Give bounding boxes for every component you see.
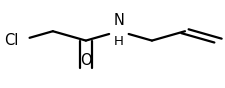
Text: H: H bbox=[113, 35, 123, 48]
Text: O: O bbox=[80, 53, 91, 68]
Text: Cl: Cl bbox=[4, 33, 19, 48]
Text: N: N bbox=[113, 13, 124, 28]
